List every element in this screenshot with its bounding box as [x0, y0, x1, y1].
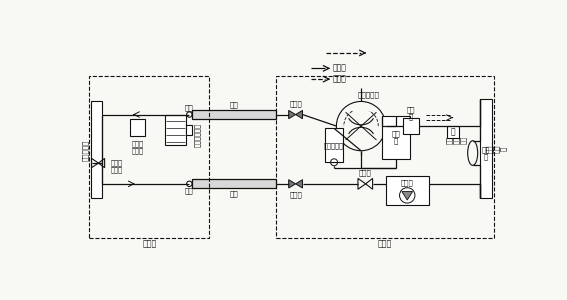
Text: 接头: 接头 [185, 188, 194, 194]
Text: 气液分离器: 气液分离器 [324, 142, 344, 148]
Polygon shape [289, 110, 295, 119]
Bar [91, 101, 101, 198]
Text: 截止阀: 截止阀 [289, 191, 302, 198]
Text: 室内机: 室内机 [142, 239, 156, 248]
Text: 室内换热器: 室内换热器 [82, 139, 88, 161]
Bar [403, 118, 419, 134]
Polygon shape [402, 191, 413, 200]
Bar [164, 115, 186, 145]
Bar [192, 110, 276, 119]
Bar [386, 176, 429, 206]
Text: 截止阀: 截止阀 [289, 100, 302, 107]
Text: 辅助电
加热器: 辅助电 加热器 [132, 140, 144, 154]
Bar [89, 76, 209, 238]
Bar [130, 119, 146, 136]
Bar [192, 179, 276, 188]
Circle shape [187, 112, 192, 117]
Text: 电磁四通阀: 电磁四通阀 [358, 91, 380, 98]
Text: 室外机: 室外机 [378, 239, 392, 248]
Circle shape [187, 181, 192, 187]
Text: 接头: 接头 [185, 104, 194, 111]
Bar [447, 126, 459, 138]
Text: 过滤
器: 过滤 器 [482, 146, 490, 160]
Polygon shape [289, 180, 295, 188]
Text: 连管: 连管 [230, 101, 238, 108]
Text: 制冷时: 制冷时 [333, 64, 346, 73]
Polygon shape [295, 110, 303, 119]
Text: 连管: 连管 [230, 190, 238, 197]
Bar [325, 128, 344, 162]
Text: 消声
器: 消声 器 [407, 106, 416, 120]
Bar [276, 76, 494, 238]
Text: 室内离心风扇: 室内离心风扇 [194, 123, 200, 147]
Text: 压缩
机: 压缩 机 [391, 131, 400, 145]
Polygon shape [295, 180, 303, 188]
Text: 室外
换热
器: 室外 换热 器 [486, 144, 507, 153]
Text: 制热时: 制热时 [333, 75, 346, 84]
Text: 限制器
节流阀: 限制器 节流阀 [111, 159, 123, 173]
Text: 室外
轴流
风扇: 室外 轴流 风扇 [446, 136, 467, 144]
Text: 口: 口 [450, 128, 455, 137]
Text: 膨胀阀: 膨胀阀 [358, 170, 371, 176]
Text: 单向阀: 单向阀 [401, 179, 413, 186]
Bar [480, 99, 492, 198]
Bar [186, 124, 192, 135]
Bar [382, 116, 409, 159]
